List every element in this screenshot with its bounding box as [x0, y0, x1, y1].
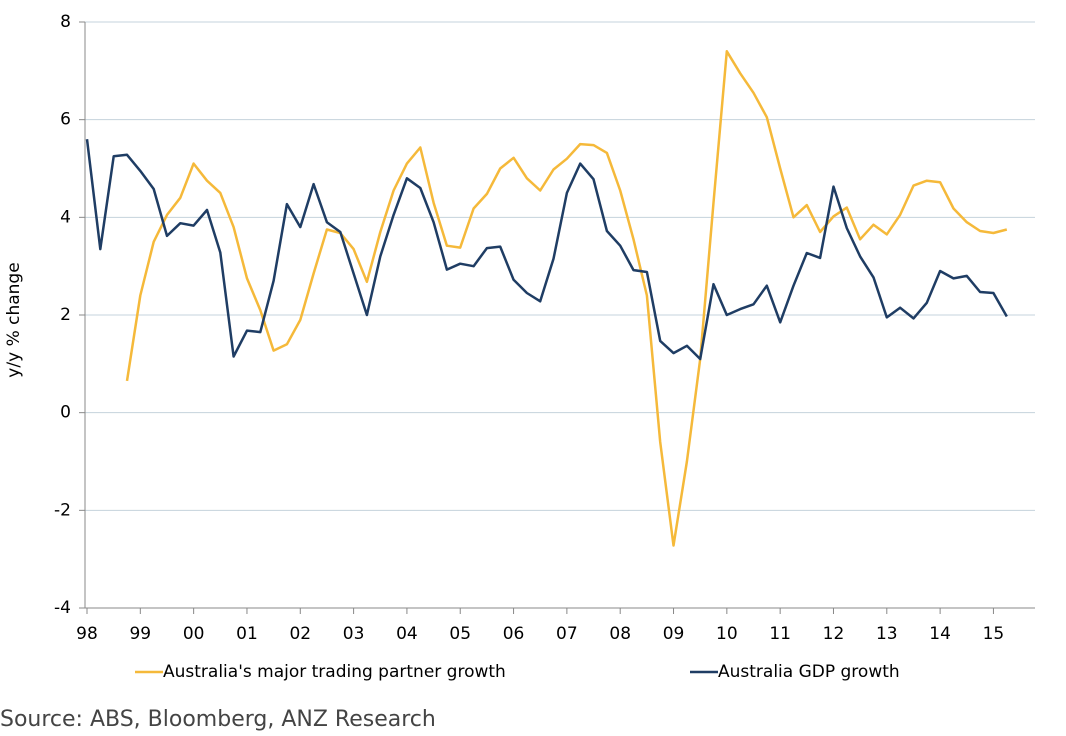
x-tick-label: 11	[769, 624, 791, 644]
x-tick-label: 13	[876, 624, 898, 644]
y-tick-label: 4	[60, 207, 71, 227]
x-tick-label: 07	[556, 624, 578, 644]
x-tick-label: 12	[823, 624, 845, 644]
y-tick-label: -4	[54, 598, 71, 618]
x-tick-label: 03	[343, 624, 365, 644]
line	[85, 139, 1008, 361]
x-tick-label: 10	[716, 624, 738, 644]
x-tick-label: 98	[76, 624, 98, 644]
x-tick-label: 04	[396, 624, 418, 644]
x-tick-label: 08	[609, 624, 631, 644]
x-tick-label: 05	[449, 624, 471, 644]
x-tick-label: 99	[129, 624, 151, 644]
legend-label: Australia's major trading partner growth	[163, 662, 506, 682]
y-tick-label: 6	[60, 110, 71, 130]
y-tick-label: 0	[60, 403, 71, 423]
x-tick-label: 15	[983, 624, 1005, 644]
y-tick-label: -2	[54, 500, 71, 520]
x-tick-label: 01	[236, 624, 258, 644]
x-tick-label: 00	[183, 624, 205, 644]
x-tick-label: 14	[929, 624, 951, 644]
x-tick-label: 09	[663, 624, 685, 644]
y-tick-label: 2	[60, 305, 71, 325]
line	[125, 50, 1008, 547]
source: Source: ABS, Bloomberg, ANZ Research	[0, 707, 436, 732]
x-tick-label: 02	[289, 624, 311, 644]
legend-label: Australia GDP growth	[718, 662, 900, 682]
y-axis-label: y/y % change	[4, 262, 24, 377]
y-tick-label: 8	[60, 12, 71, 32]
x-tick-label: 06	[503, 624, 525, 644]
